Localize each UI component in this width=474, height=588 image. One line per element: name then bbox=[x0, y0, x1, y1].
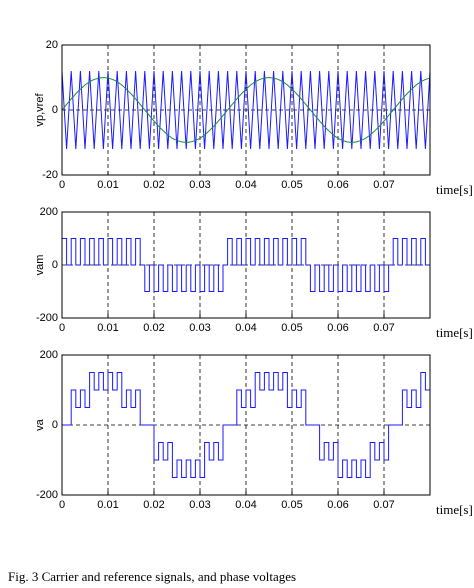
series-line bbox=[62, 238, 431, 292]
x-tick-label: 0.05 bbox=[281, 322, 302, 334]
x-tick-label: 0 bbox=[59, 499, 65, 511]
x-tick-label: 0.03 bbox=[189, 499, 210, 511]
x-tick-label: 0.04 bbox=[235, 499, 256, 511]
plot-frame bbox=[61, 354, 431, 496]
y-tick-label: -200 bbox=[36, 489, 58, 501]
x-tick-label: 0.05 bbox=[281, 179, 302, 191]
x-axis-label: time[s] bbox=[436, 502, 473, 517]
x-tick-label: 0.04 bbox=[235, 179, 256, 191]
x-tick-label: 0.01 bbox=[97, 322, 118, 334]
plot-frame bbox=[61, 44, 431, 176]
y-tick-label: 0 bbox=[52, 419, 58, 431]
y-tick-label: 0 bbox=[52, 259, 58, 271]
caption: Fig. 3 Carrier and reference signals, an… bbox=[8, 569, 296, 584]
y-axis-label: vam bbox=[34, 255, 46, 276]
series-line bbox=[61, 76, 431, 144]
x-tick-label: 0.07 bbox=[373, 179, 394, 191]
x-tick-label: 0.06 bbox=[327, 179, 348, 191]
plot-frame bbox=[61, 211, 431, 319]
y-tick-label: -20 bbox=[42, 169, 58, 181]
x-tick-label: 0 bbox=[59, 322, 65, 334]
x-tick-label: 0.02 bbox=[143, 322, 164, 334]
x-axis-label: time[s] bbox=[436, 182, 473, 197]
x-tick-label: 0.06 bbox=[327, 499, 348, 511]
x-axis-label: time[s] bbox=[436, 325, 473, 340]
x-tick-label: 0.02 bbox=[143, 499, 164, 511]
y-tick-label: 200 bbox=[40, 349, 58, 361]
y-tick-label: 200 bbox=[40, 206, 58, 218]
y-tick-label: 20 bbox=[46, 39, 58, 51]
y-axis-label: vp,vref bbox=[34, 93, 46, 127]
x-tick-label: 0.02 bbox=[143, 179, 164, 191]
x-tick-label: 0.07 bbox=[373, 322, 394, 334]
y-axis-label: va bbox=[34, 418, 46, 431]
x-tick-label: 0.03 bbox=[189, 322, 210, 334]
x-tick-label: 0.03 bbox=[189, 179, 210, 191]
series-line bbox=[62, 372, 431, 478]
x-tick-label: 0 bbox=[59, 179, 65, 191]
x-tick-label: 0.05 bbox=[281, 499, 302, 511]
x-tick-label: 0.07 bbox=[373, 499, 394, 511]
y-tick-label: 0 bbox=[52, 104, 58, 116]
x-tick-label: 0.01 bbox=[97, 179, 118, 191]
x-tick-label: 0.04 bbox=[235, 322, 256, 334]
series-line bbox=[61, 70, 431, 150]
x-tick-label: 0.01 bbox=[97, 499, 118, 511]
y-tick-label: -200 bbox=[36, 312, 58, 324]
x-tick-label: 0.06 bbox=[327, 322, 348, 334]
